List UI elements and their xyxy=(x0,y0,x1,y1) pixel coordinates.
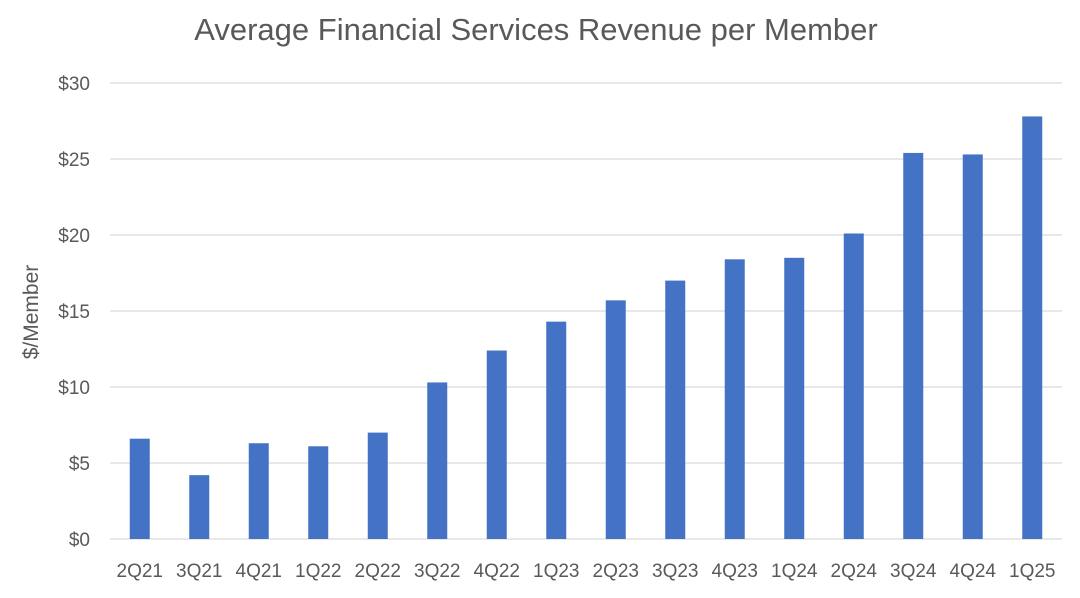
bar-1q23 xyxy=(546,321,567,539)
bar-3q24 xyxy=(903,152,924,540)
x-tick-label: 3Q23 xyxy=(652,561,698,582)
x-tick-label: 2Q23 xyxy=(593,561,639,582)
x-tick-label: 4Q23 xyxy=(712,561,758,582)
bar-4q21 xyxy=(248,443,269,539)
x-tick-label: 1Q23 xyxy=(533,561,579,582)
bar-3q23 xyxy=(665,280,686,539)
bar-1q24 xyxy=(784,257,805,539)
bar-2q23 xyxy=(605,300,626,539)
x-tick-label: 1Q22 xyxy=(295,561,341,582)
x-tick-label: 1Q24 xyxy=(771,561,818,582)
y-tick-label: $15 xyxy=(58,302,90,323)
bar-3q22 xyxy=(427,382,448,539)
bar-2q22 xyxy=(367,432,388,539)
x-tick-label: 3Q21 xyxy=(176,561,222,582)
bars xyxy=(129,116,1043,540)
x-tick-label: 3Q24 xyxy=(890,561,937,582)
x-tick-label: 1Q25 xyxy=(1009,561,1055,582)
bar-2q21 xyxy=(129,438,150,539)
x-tick-label: 4Q24 xyxy=(950,561,997,582)
x-tick-label: 4Q22 xyxy=(474,561,520,582)
bar-4q22 xyxy=(486,350,507,539)
bar-4q24 xyxy=(962,154,983,539)
x-tick-label: 3Q22 xyxy=(414,561,460,582)
y-axis-label: $/Member xyxy=(20,265,43,360)
y-tick-label: $25 xyxy=(58,150,90,171)
bar-4q23 xyxy=(724,259,745,539)
bar-2q24 xyxy=(843,233,864,540)
x-axis-ticks: 2Q21 3Q21 4Q21 1Q22 2Q22 3Q22 4Q22 1Q23 2Q23 3Q23… xyxy=(117,561,1056,582)
y-tick-label: $10 xyxy=(58,378,90,399)
y-tick-label: $20 xyxy=(58,226,90,247)
x-tick-label: 2Q24 xyxy=(831,561,878,582)
y-axis-ticks: $0 $5 $10 $15 $20 $25 $30 xyxy=(58,74,90,551)
bar-1q25 xyxy=(1022,116,1043,539)
x-tick-label: 2Q22 xyxy=(355,561,401,582)
y-tick-label: $5 xyxy=(69,454,90,475)
bar-3q21 xyxy=(189,475,210,539)
chart-title: Average Financial Services Revenue per M… xyxy=(194,12,877,47)
bar-1q22 xyxy=(308,446,329,539)
y-tick-label: $0 xyxy=(69,530,90,551)
x-tick-label: 2Q21 xyxy=(117,561,163,582)
y-tick-label: $30 xyxy=(58,74,90,95)
x-tick-label: 4Q21 xyxy=(236,561,282,582)
